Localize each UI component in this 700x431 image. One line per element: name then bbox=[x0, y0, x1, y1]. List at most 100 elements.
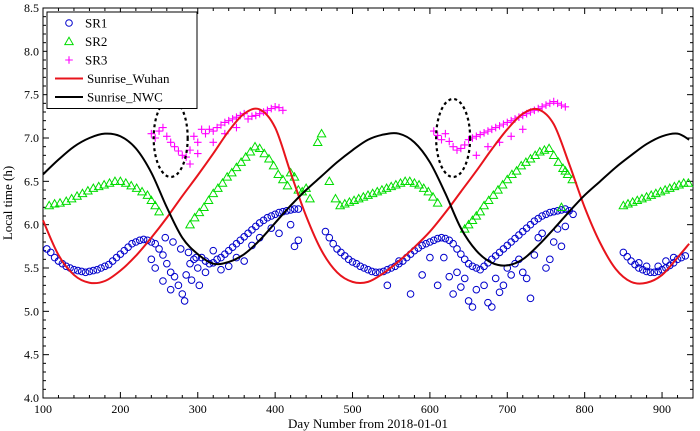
sr2-point bbox=[404, 176, 415, 185]
sr1-point bbox=[255, 219, 264, 227]
sr1-point bbox=[383, 281, 392, 290]
sr2-point bbox=[432, 197, 443, 207]
sr2-point bbox=[488, 189, 499, 199]
sr3-point bbox=[255, 109, 264, 118]
sr2-point bbox=[115, 176, 126, 185]
sr2-point bbox=[273, 169, 284, 179]
sr2-point bbox=[316, 128, 327, 138]
sr1-point bbox=[488, 303, 496, 311]
sr3-point bbox=[217, 121, 225, 129]
sr1-point bbox=[538, 229, 546, 238]
sr2-point bbox=[208, 188, 219, 198]
sr1-point bbox=[549, 238, 558, 246]
y-tick-label: 8.5 bbox=[24, 1, 39, 15]
sr2-point bbox=[492, 184, 504, 194]
sr1-point bbox=[169, 238, 177, 246]
sr1-point bbox=[460, 255, 469, 264]
sr1-point bbox=[495, 288, 504, 297]
sr3-point bbox=[445, 137, 454, 146]
sr2-point bbox=[222, 171, 233, 181]
sr1-point bbox=[62, 262, 71, 271]
series-line-sunrise-nwc bbox=[42, 132, 690, 267]
sr1-point bbox=[387, 264, 396, 272]
sr2-point bbox=[683, 177, 694, 187]
sr1-point bbox=[195, 281, 204, 290]
sr1-point bbox=[151, 239, 160, 248]
sr2-point bbox=[467, 215, 478, 224]
x-tick-label: 300 bbox=[189, 402, 207, 416]
x-tick-label: 100 bbox=[34, 402, 52, 416]
sr3-point bbox=[457, 144, 465, 153]
sr3-point bbox=[263, 106, 272, 115]
sr3-point bbox=[507, 132, 515, 141]
sr1-point bbox=[170, 272, 179, 281]
sr1-point bbox=[383, 265, 392, 274]
sr1-point bbox=[240, 257, 248, 265]
sr2-point bbox=[471, 210, 482, 220]
series-line-sunrise-wuhan bbox=[42, 107, 690, 285]
legend-entry-sr1: SR1 bbox=[65, 16, 107, 31]
sr1-point bbox=[426, 238, 434, 246]
sr2-point bbox=[203, 195, 214, 205]
sr3-point bbox=[174, 147, 183, 155]
sr1-point bbox=[192, 253, 201, 262]
axis-ticks: 100 200 300 400 500 600 700 800 900 4.0 4.5 5.0 5.5 6… bbox=[24, 1, 694, 416]
sr2-point bbox=[240, 151, 251, 161]
sr1-point bbox=[290, 205, 299, 213]
sr2-point bbox=[245, 146, 256, 156]
x-tick-label: 600 bbox=[421, 402, 439, 416]
sr2-point bbox=[54, 197, 66, 207]
sr1-point bbox=[178, 290, 187, 298]
sr2-point bbox=[414, 179, 425, 189]
y-axis-label: Local time (h) bbox=[0, 166, 15, 240]
sr2-point bbox=[556, 202, 567, 211]
sr1-point bbox=[464, 297, 473, 305]
sr2-point bbox=[249, 141, 261, 151]
sr1-point bbox=[176, 245, 185, 253]
sr1-point bbox=[526, 294, 535, 303]
sr1-point bbox=[271, 210, 279, 219]
sr3-point bbox=[437, 135, 446, 144]
sr1-point bbox=[294, 236, 303, 245]
sr1-point bbox=[159, 277, 167, 285]
series-layer bbox=[42, 97, 694, 311]
sr1-point bbox=[546, 255, 554, 264]
y-tick-label: 4.0 bbox=[24, 391, 39, 405]
sr1-point bbox=[166, 268, 175, 277]
legend-label: SR2 bbox=[85, 34, 107, 49]
sr1-point bbox=[441, 234, 450, 243]
sr1-point bbox=[325, 233, 334, 242]
sr2-point bbox=[277, 174, 288, 184]
sr1-point bbox=[290, 242, 299, 251]
sr2-point bbox=[548, 150, 559, 159]
sr3-point bbox=[170, 142, 179, 151]
sr1-point bbox=[352, 259, 361, 268]
sr3-point bbox=[201, 129, 210, 138]
sr2-point bbox=[330, 193, 341, 203]
sr1-point bbox=[491, 274, 500, 283]
sr1-point bbox=[263, 213, 272, 222]
sr3-point bbox=[209, 138, 218, 147]
sr2-point bbox=[475, 206, 486, 216]
sr3-point bbox=[472, 151, 481, 160]
sr1-point bbox=[418, 241, 426, 250]
legend-label: Sunrise_NWC bbox=[87, 90, 163, 105]
sr1-point bbox=[190, 255, 198, 264]
sr3-point bbox=[538, 103, 546, 111]
sr1-point bbox=[453, 268, 461, 277]
sr1-point bbox=[449, 239, 457, 248]
sr1-point bbox=[650, 268, 659, 277]
sr3-point bbox=[209, 127, 218, 135]
sr1-point bbox=[418, 271, 426, 279]
sr1-point bbox=[480, 281, 488, 290]
sr1-point bbox=[286, 220, 295, 229]
sr3-point bbox=[472, 132, 481, 141]
legend-marker bbox=[65, 19, 73, 27]
sr3-point bbox=[503, 118, 512, 127]
sr1-point bbox=[193, 264, 202, 272]
sr1-point bbox=[518, 268, 527, 277]
sr1-point bbox=[70, 265, 78, 274]
sr1-point bbox=[557, 206, 566, 214]
sr3-point bbox=[213, 123, 221, 132]
x-tick-label: 900 bbox=[653, 402, 671, 416]
